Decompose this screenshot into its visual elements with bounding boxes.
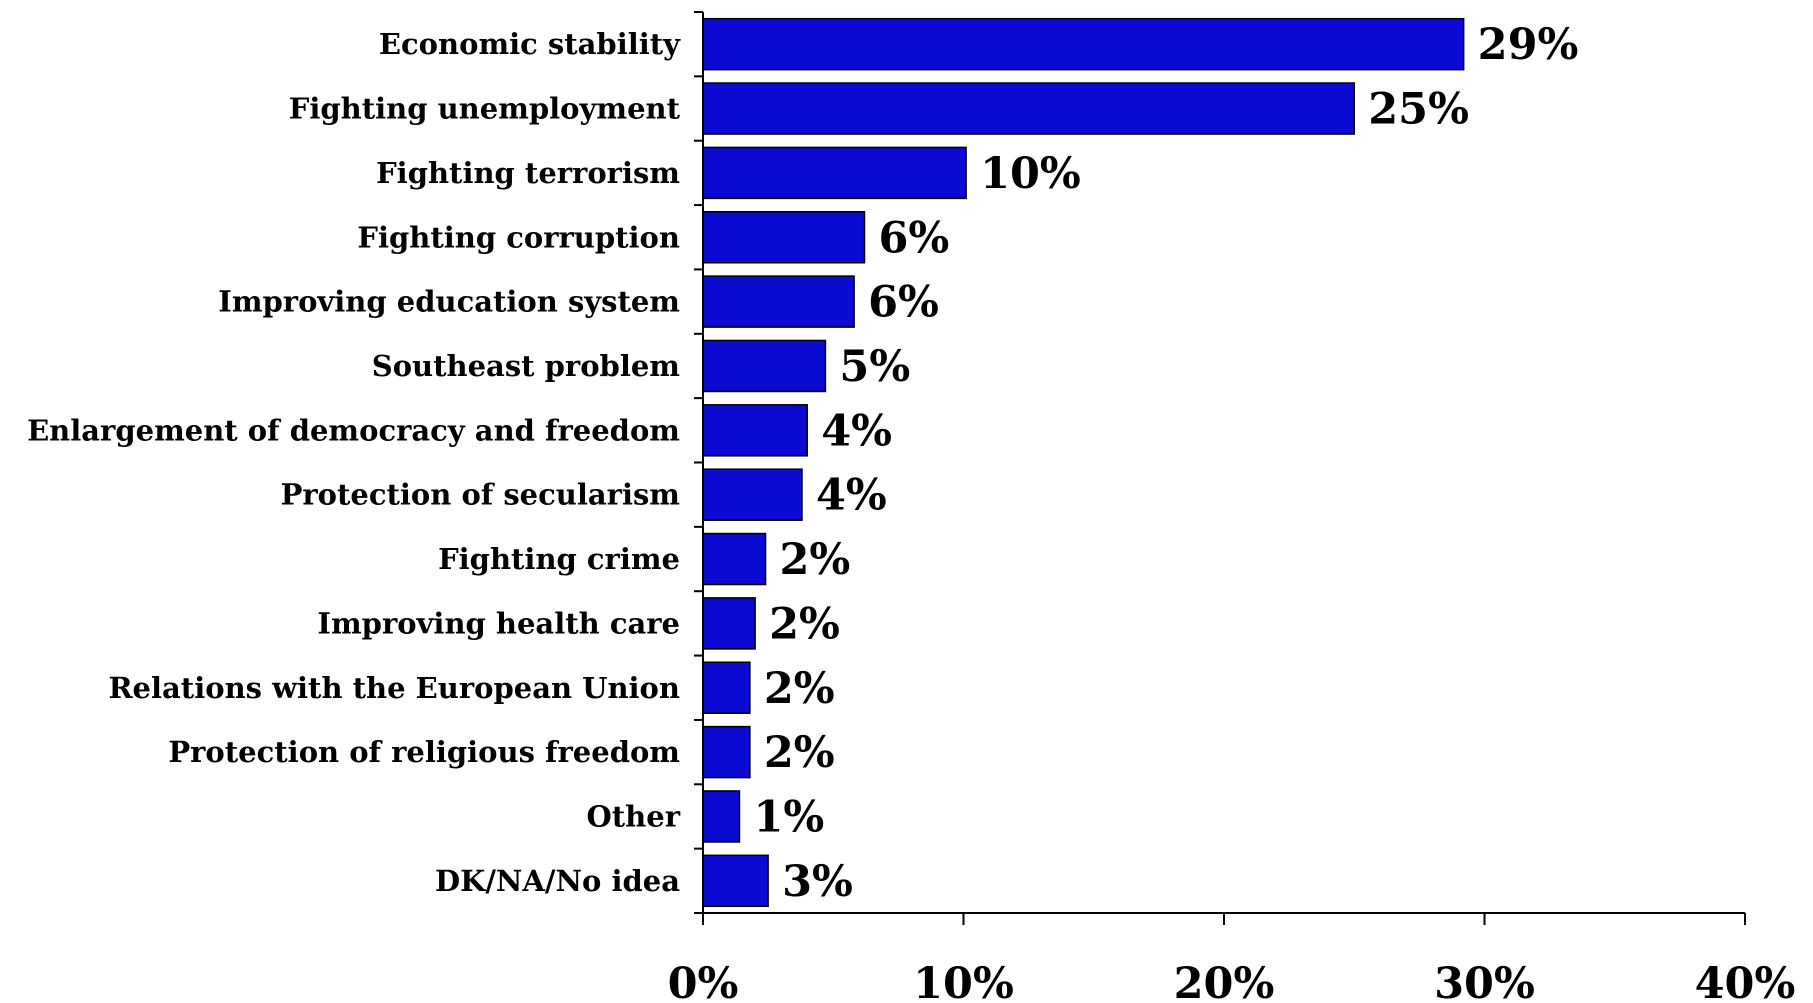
bar (702, 468, 803, 521)
category-label: Improving education system (218, 285, 680, 319)
bar (702, 790, 741, 843)
category-labels-group: Economic stability Fighting unemployment F… (27, 27, 681, 898)
data-label: 3% (782, 857, 853, 907)
data-label: 2% (769, 599, 840, 649)
data-label: 2% (780, 535, 851, 585)
data-label: 1% (753, 792, 824, 842)
data-label: 10% (980, 149, 1081, 199)
data-label: 25% (1368, 85, 1469, 135)
data-label: 2% (764, 664, 835, 714)
axes-group: 0% 10% 20% 30% 40% (668, 11, 1796, 1003)
bar (702, 597, 756, 650)
data-label: 5% (839, 342, 910, 392)
category-label: Protection of secularism (281, 478, 681, 512)
bar (702, 211, 866, 264)
category-label: DK/NA/No idea (435, 864, 680, 898)
x-tick-label: 30% (1434, 959, 1535, 1003)
category-label: Fighting unemployment (289, 92, 681, 126)
bar (702, 339, 827, 393)
bar (702, 532, 767, 586)
bar (702, 275, 855, 328)
bar (702, 854, 769, 908)
data-label: 4% (816, 471, 887, 521)
category-label: Fighting corruption (357, 220, 680, 254)
x-tick-label: 20% (1174, 959, 1275, 1003)
bar (702, 146, 967, 200)
category-label: Improving health care (317, 606, 680, 640)
value-labels-group: 29%25% 10% 6% 6% 5% 4% 4% 2% 2% 2% 2% 1% 3% (753, 20, 1578, 907)
category-label: Protection of religious freedom (168, 735, 680, 769)
bar (702, 17, 1465, 71)
category-label: Economic stability (379, 27, 681, 61)
x-tick-label: 0% (668, 959, 739, 1003)
data-label: 2% (764, 728, 835, 778)
category-label: Fighting terrorism (376, 156, 680, 190)
x-tick-label: 40% (1695, 959, 1796, 1003)
data-label: 29% (1478, 20, 1579, 70)
x-tick-label: 10% (913, 959, 1014, 1003)
category-label: Relations with the European Union (108, 671, 680, 705)
data-label: 6% (879, 213, 950, 263)
bar (702, 404, 808, 457)
category-label: Southeast problem (372, 349, 681, 383)
category-label: Enlargement of democracy and freedom (27, 413, 680, 447)
data-label: 4% (821, 406, 892, 456)
bars-group (702, 17, 1465, 908)
category-label: Other (587, 799, 681, 833)
category-label: Fighting crime (438, 542, 680, 576)
bar (702, 82, 1355, 135)
bar (702, 661, 751, 714)
bar (702, 725, 751, 779)
data-label: 6% (868, 278, 939, 328)
